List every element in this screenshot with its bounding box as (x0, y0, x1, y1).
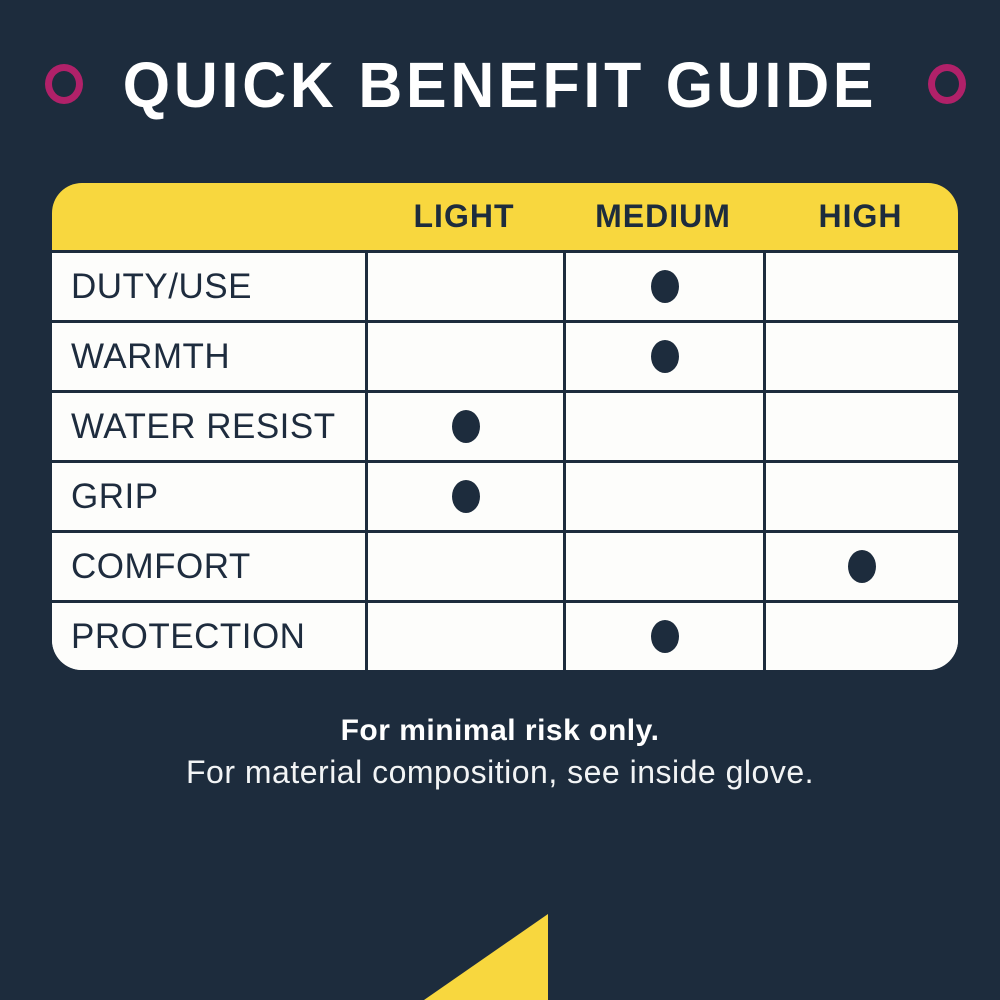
level-cell-light (365, 393, 563, 460)
level-cell-medium (563, 603, 763, 670)
level-cell-light (365, 603, 563, 670)
level-cell-medium (563, 253, 763, 320)
level-cell-medium (563, 533, 763, 600)
table-header-row: LIGHT MEDIUM HIGH (52, 183, 958, 250)
row-label: DUTY/USE (71, 266, 252, 306)
dot-icon (451, 480, 480, 513)
triangle-icon (424, 914, 548, 1000)
level-cell-light (365, 533, 563, 600)
table-row: GRIP (52, 460, 958, 530)
table-row: COMFORT (52, 530, 958, 600)
row-label: PROTECTION (71, 616, 306, 656)
benefit-table: LIGHT MEDIUM HIGH DUTY/USE WARMTH WATER RESI… (52, 183, 958, 670)
note-material-composition: For material composition, see inside glo… (186, 754, 814, 790)
column-header-high: HIGH (818, 198, 903, 234)
row-label: GRIP (71, 476, 159, 516)
table-row: WARMTH (52, 320, 958, 390)
table-row: DUTY/USE (52, 250, 958, 320)
column-header-light: LIGHT (413, 198, 515, 234)
ring-icon (45, 64, 83, 104)
ring-icon (928, 64, 966, 104)
level-cell-high (763, 323, 958, 390)
dot-icon (650, 340, 679, 373)
dot-icon (650, 270, 679, 303)
level-cell-light (365, 323, 563, 390)
level-cell-light (365, 253, 563, 320)
table-row: WATER RESIST (52, 390, 958, 460)
page-title: QUICK BENEFIT GUIDE (122, 49, 878, 121)
level-cell-medium (563, 323, 763, 390)
row-label: WATER RESIST (71, 406, 336, 446)
table-body: DUTY/USE WARMTH WATER RESIST GRIP COMFORT PRO… (52, 250, 958, 670)
level-cell-medium (563, 463, 763, 530)
note-minimal-risk: For minimal risk only. (340, 714, 660, 747)
level-cell-high (763, 603, 958, 670)
table-row: PROTECTION (52, 600, 958, 670)
column-header-medium: MEDIUM (595, 198, 731, 234)
level-cell-high (763, 253, 958, 320)
level-cell-medium (563, 393, 763, 460)
dot-icon (650, 620, 679, 653)
level-cell-high (763, 463, 958, 530)
dot-icon (451, 410, 480, 443)
row-label: COMFORT (71, 546, 251, 586)
level-cell-high (763, 393, 958, 460)
dot-icon (848, 550, 876, 583)
level-cell-high (763, 533, 958, 600)
row-label: WARMTH (71, 336, 231, 376)
level-cell-light (365, 463, 563, 530)
